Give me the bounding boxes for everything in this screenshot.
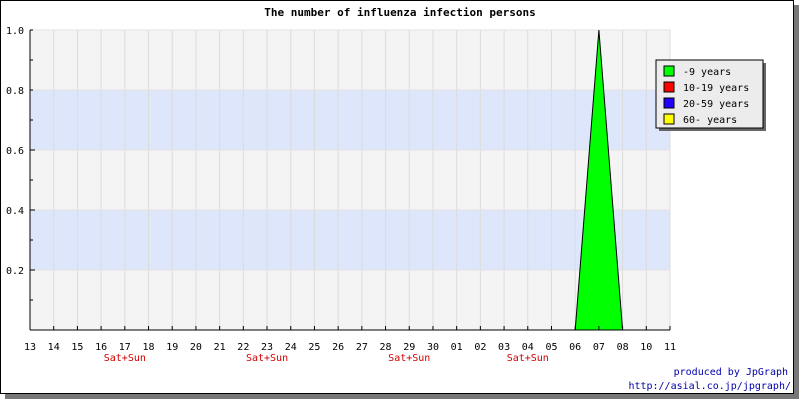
x-tick-label: 20 (190, 342, 202, 353)
x-tick-label: 06 (569, 342, 581, 353)
band (30, 90, 670, 150)
x-tick-label: 27 (356, 342, 368, 353)
x-tick-label: 04 (522, 342, 534, 353)
credit-line-1: produced by JpGraph (674, 367, 788, 378)
legend-swatch (663, 81, 675, 93)
weekend-label: Sat+Sun (104, 353, 146, 364)
x-tick-label: 26 (332, 342, 344, 353)
x-tick-label: 25 (308, 342, 320, 353)
x-tick-label: 21 (214, 342, 226, 353)
band (30, 30, 670, 90)
x-tick-label: 10 (640, 342, 652, 353)
band (30, 210, 670, 270)
x-tick-labels: 13 14 15 16 17 18 19 20 21 22 23 24 25 26 27 28 29 30 01 02… (24, 342, 676, 364)
x-tick-label: 15 (71, 342, 83, 353)
y-tick-label: 0.6 (6, 146, 24, 157)
chart-title: The number of influenza infection person… (264, 6, 536, 19)
x-tick-label: 16 (95, 342, 107, 353)
legend-label: -9 years (683, 67, 731, 78)
y-tick-label: 1.0 (6, 26, 24, 37)
legend-swatch (663, 113, 675, 125)
x-tick-label: 17 (119, 342, 131, 353)
x-tick-label: 08 (617, 342, 629, 353)
weekend-label: Sat+Sun (507, 353, 549, 364)
y-tick-label: 0.8 (6, 86, 24, 97)
y-tick-label: 0.4 (6, 206, 24, 217)
y-tick-labels: 0.2 0.4 0.6 0.8 1.0 (6, 26, 24, 277)
legend-label: 20-59 years (683, 99, 749, 110)
legend-label: 60- years (683, 115, 737, 126)
x-tick-label: 30 (427, 342, 439, 353)
band (30, 270, 670, 330)
x-tick-label: 05 (545, 342, 557, 353)
background-bands (30, 30, 670, 330)
x-tick-label: 22 (237, 342, 249, 353)
x-tick-label: 29 (403, 342, 415, 353)
x-tick-label: 07 (593, 342, 605, 353)
x-tick-label: 28 (380, 342, 392, 353)
x-tick-label: 14 (48, 342, 60, 353)
weekend-label: Sat+Sun (246, 353, 288, 364)
legend-swatch (663, 97, 675, 109)
y-tick-label: 0.2 (6, 266, 24, 277)
axes (29, 29, 671, 331)
x-tick-label: 02 (474, 342, 486, 353)
legend-swatch (663, 65, 675, 77)
x-tick-label: 19 (166, 342, 178, 353)
x-tick-label: 03 (498, 342, 510, 353)
x-tick-label: 18 (142, 342, 154, 353)
x-tick-label: 24 (285, 342, 297, 353)
band (30, 150, 670, 210)
x-tick-label: 01 (451, 342, 463, 353)
x-tick-label: 13 (24, 342, 36, 353)
legend-label: 10-19 years (683, 83, 749, 94)
x-tick-label: 23 (261, 342, 273, 353)
legend: -9 years 10-19 years 20-59 years 60- years (655, 59, 766, 131)
weekend-label: Sat+Sun (388, 353, 430, 364)
credit-line-2: http://asial.co.jp/jpgraph/ (628, 381, 791, 392)
x-tick-label: 11 (664, 342, 676, 353)
